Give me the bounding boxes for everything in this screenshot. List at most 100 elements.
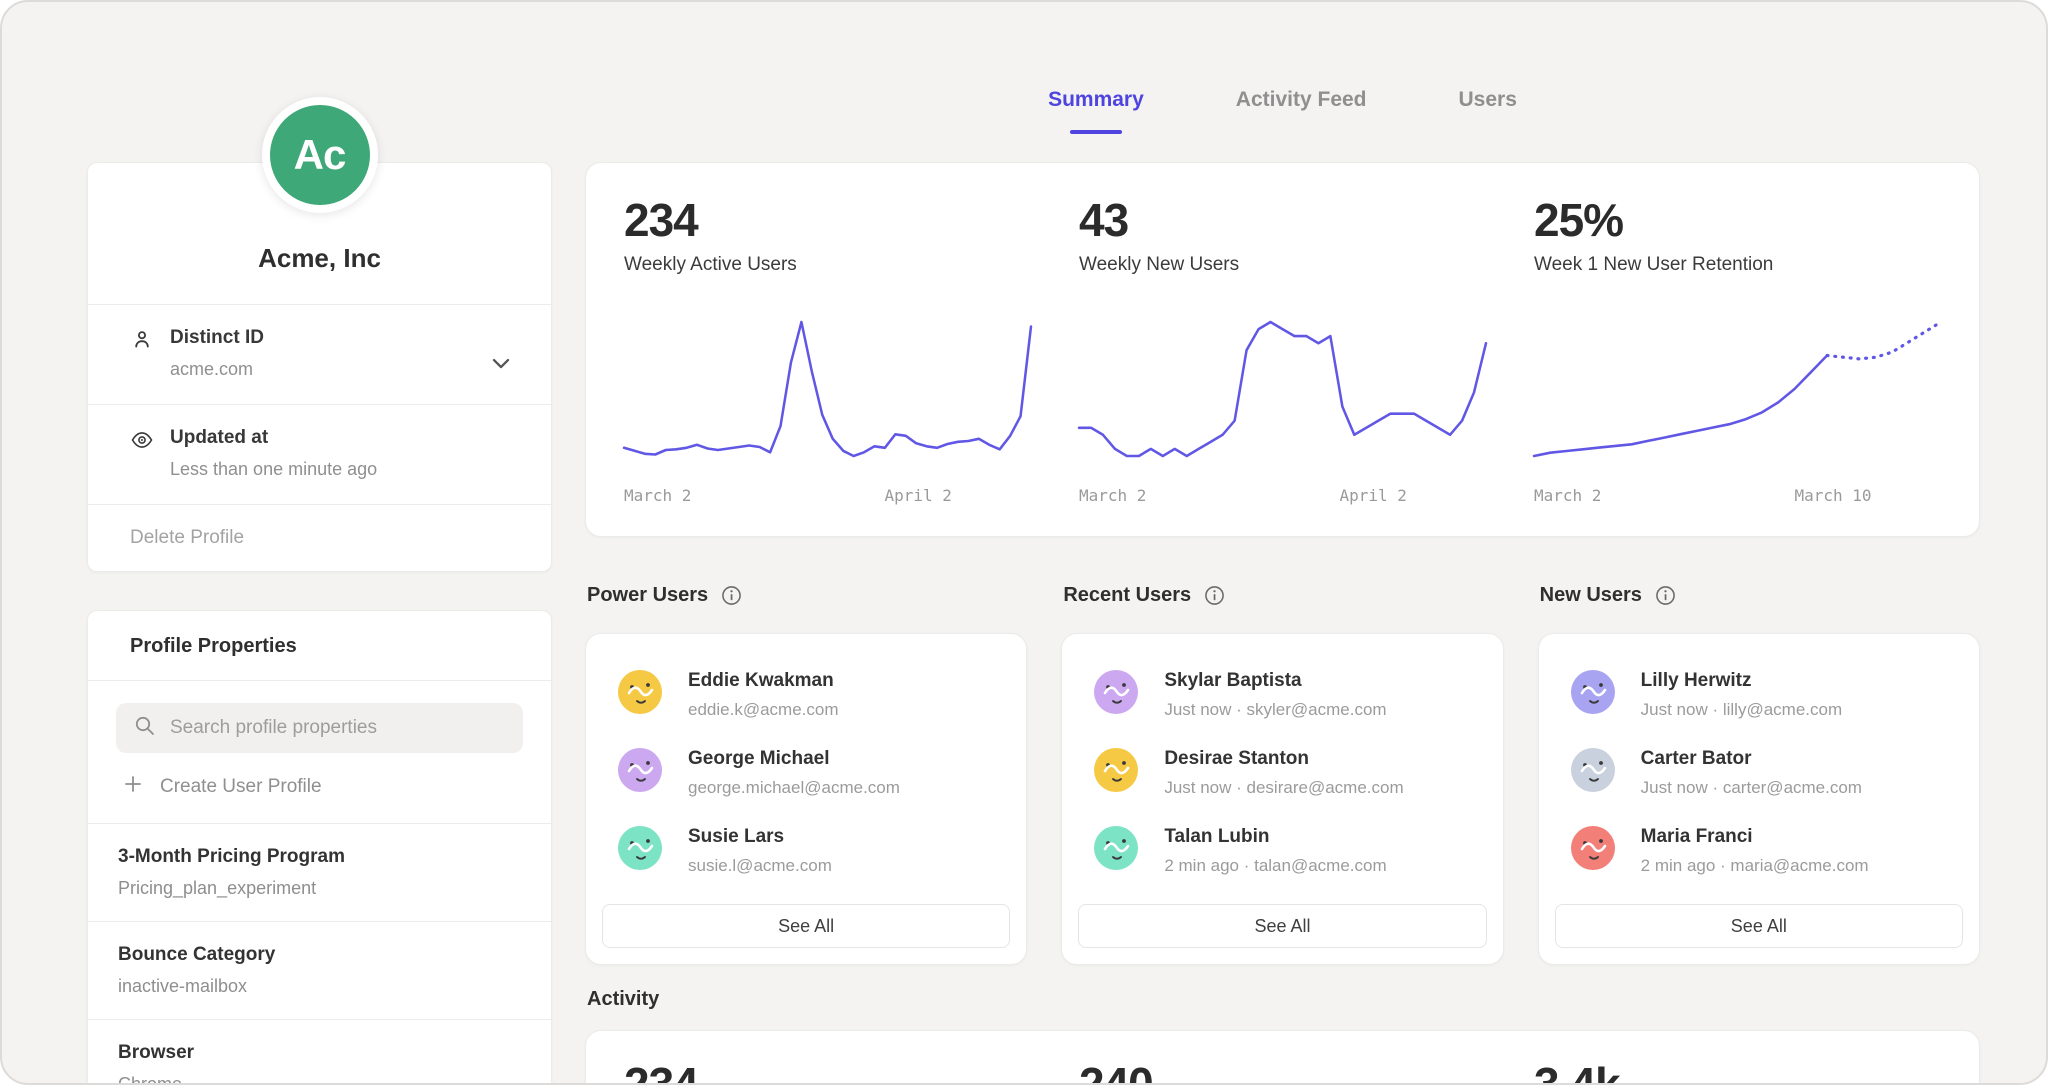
stat-weekly-active-users: 234 Weekly Active Users March 2 April 2: [624, 195, 1031, 536]
tab-bar: Summary Activity Feed Users: [585, 88, 1980, 134]
property-row[interactable]: Browser Chrome: [88, 1020, 551, 1085]
user-lists: Power Users Eddie Kwakman eddie.k@acme.c…: [585, 584, 1980, 965]
power-users-section: Power Users Eddie Kwakman eddie.k@acme.c…: [585, 584, 1027, 965]
x-axis-ticks: March 2 April 2: [1079, 486, 1486, 508]
property-name: Bounce Category: [118, 944, 521, 966]
profile-properties-title: Profile Properties: [88, 611, 551, 680]
user-name: Susie Lars: [688, 826, 832, 848]
user-detail: eddie.k@acme.com: [688, 700, 839, 720]
user-name: Desirae Stanton: [1164, 748, 1403, 770]
search-icon: [132, 713, 158, 744]
property-value: Chrome: [118, 1074, 521, 1085]
tick-label: March 2: [624, 486, 691, 505]
user-detail: Just now · skyler@acme.com: [1164, 700, 1386, 720]
stat-value: 234: [624, 195, 1031, 246]
summary-stats-card: 234 Weekly Active Users March 2 April 2 …: [585, 162, 1980, 537]
tab-activity-feed[interactable]: Activity Feed: [1236, 88, 1367, 134]
see-all-button[interactable]: See All: [1555, 904, 1963, 948]
divider: [88, 680, 551, 681]
tick-label: March 10: [1794, 486, 1871, 505]
user-name: Talan Lubin: [1164, 826, 1386, 848]
user-name: Eddie Kwakman: [688, 670, 839, 692]
field-value: Less than one minute ago: [170, 459, 377, 480]
info-icon[interactable]: [1203, 584, 1226, 607]
user-name: George Michael: [688, 748, 900, 770]
profile-properties-search: [116, 703, 523, 753]
chevron-down-icon[interactable]: [487, 349, 515, 377]
see-all-button[interactable]: See All: [602, 904, 1010, 948]
section-title: Recent Users: [1063, 584, 1191, 607]
x-axis-ticks: March 2 April 2: [624, 486, 1031, 508]
create-user-profile-label: Create User Profile: [160, 776, 322, 798]
property-value: Pricing_plan_experiment: [118, 878, 521, 899]
company-avatar: Ac: [262, 97, 378, 213]
user-list-item[interactable]: Desirae Stanton Just now · desirare@acme…: [1078, 740, 1486, 818]
user-name: Skylar Baptista: [1164, 670, 1386, 692]
tab-users[interactable]: Users: [1459, 88, 1517, 134]
delete-profile-button[interactable]: Delete Profile: [88, 505, 551, 571]
activity-stat-value: 234: [624, 1059, 1031, 1085]
power-users-card: Eddie Kwakman eddie.k@acme.com George Mi…: [585, 633, 1027, 965]
stat-weekly-new-users: 43 Weekly New Users March 2 April 2: [1079, 195, 1486, 536]
field-label: Updated at: [170, 427, 377, 449]
updated-at-row: Updated at Less than one minute ago: [88, 405, 551, 504]
user-list-item[interactable]: Maria Franci 2 min ago · maria@acme.com: [1555, 818, 1963, 896]
profile-properties-card: Profile Properties Create User Pro: [87, 610, 552, 1085]
user-list-item[interactable]: Skylar Baptista Just now · skyler@acme.c…: [1078, 662, 1486, 740]
stat-label: Weekly New Users: [1079, 254, 1486, 276]
user-list-item[interactable]: George Michael george.michael@acme.com: [602, 740, 1010, 818]
user-detail: 2 min ago · maria@acme.com: [1641, 856, 1869, 876]
user-avatar: [1094, 826, 1138, 870]
tab-summary[interactable]: Summary: [1048, 88, 1144, 134]
stat-label: Weekly Active Users: [624, 254, 1031, 276]
property-name: 3-Month Pricing Program: [118, 846, 521, 868]
weekly-active-users-sparkline: [624, 314, 1031, 464]
user-name: Carter Bator: [1641, 748, 1862, 770]
user-detail: Just now · carter@acme.com: [1641, 778, 1862, 798]
property-row[interactable]: 3-Month Pricing Program Pricing_plan_exp…: [88, 824, 551, 921]
property-name: Browser: [118, 1042, 521, 1064]
create-user-profile-button[interactable]: Create User Profile: [116, 773, 328, 801]
activity-title: Activity: [587, 988, 659, 1011]
property-row[interactable]: Bounce Category inactive-mailbox: [88, 922, 551, 1019]
eye-icon: [130, 428, 154, 452]
x-axis-ticks: March 2 March 10: [1534, 486, 1941, 508]
search-input[interactable]: [170, 717, 507, 739]
user-list-item[interactable]: Talan Lubin 2 min ago · talan@acme.com: [1078, 818, 1486, 896]
profile-sidebar: Ac Acme, Inc Distinct ID acme.com: [87, 2, 552, 1085]
user-avatar: [1094, 670, 1138, 714]
info-icon[interactable]: [1654, 584, 1677, 607]
see-all-button[interactable]: See All: [1078, 904, 1486, 948]
user-avatar: [618, 748, 662, 792]
user-avatar: [1571, 748, 1615, 792]
stat-value: 25%: [1534, 195, 1941, 246]
section-title: Power Users: [587, 584, 708, 607]
field-value: acme.com: [170, 359, 264, 380]
user-detail: Just now · desirare@acme.com: [1164, 778, 1403, 798]
user-detail: george.michael@acme.com: [688, 778, 900, 798]
app-frame: Ac Acme, Inc Distinct ID acme.com: [0, 0, 2048, 1085]
week1-retention-sparkline: [1534, 314, 1941, 464]
tick-label: April 2: [884, 486, 951, 505]
info-icon[interactable]: [720, 584, 743, 607]
property-value: inactive-mailbox: [118, 976, 521, 997]
recent-users-section: Recent Users Skylar Baptista Just now · …: [1061, 584, 1503, 965]
stat-label: Week 1 New User Retention: [1534, 254, 1941, 276]
user-list-item[interactable]: Lilly Herwitz Just now · lilly@acme.com: [1555, 662, 1963, 740]
user-avatar: [1571, 670, 1615, 714]
user-avatar: [618, 826, 662, 870]
user-detail: susie.l@acme.com: [688, 856, 832, 876]
profile-summary-card: Ac Acme, Inc Distinct ID acme.com: [87, 162, 552, 572]
section-title: New Users: [1540, 584, 1642, 607]
user-detail: Just now · lilly@acme.com: [1641, 700, 1842, 720]
user-avatar: [618, 670, 662, 714]
user-detail: 2 min ago · talan@acme.com: [1164, 856, 1386, 876]
user-avatar: [1571, 826, 1615, 870]
user-list-item[interactable]: Carter Bator Just now · carter@acme.com: [1555, 740, 1963, 818]
user-name: Lilly Herwitz: [1641, 670, 1842, 692]
stat-value: 43: [1079, 195, 1486, 246]
activity-card: 234 240 3.4k: [585, 1030, 1980, 1085]
user-list-item[interactable]: Susie Lars susie.l@acme.com: [602, 818, 1010, 896]
weekly-new-users-sparkline: [1079, 314, 1486, 464]
user-list-item[interactable]: Eddie Kwakman eddie.k@acme.com: [602, 662, 1010, 740]
